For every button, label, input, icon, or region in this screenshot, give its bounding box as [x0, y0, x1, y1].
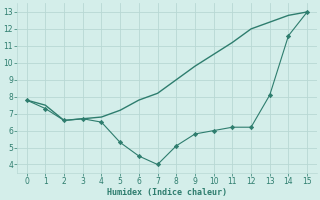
X-axis label: Humidex (Indice chaleur): Humidex (Indice chaleur): [107, 188, 227, 197]
